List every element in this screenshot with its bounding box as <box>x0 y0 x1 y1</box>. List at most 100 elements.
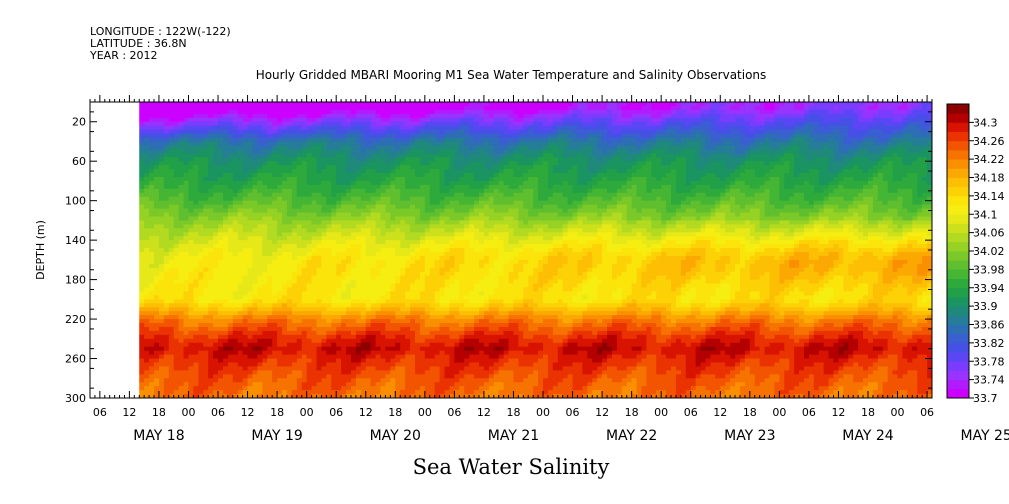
salinity-cell <box>267 394 273 398</box>
salinity-cell <box>218 153 224 158</box>
salinity-cell <box>139 109 145 115</box>
salinity-cell <box>439 196 446 202</box>
salinity-cell <box>311 283 318 289</box>
salinity-cell <box>395 149 401 154</box>
salinity-cell <box>296 267 303 273</box>
salinity-cell <box>296 220 303 225</box>
salinity-cell <box>242 287 249 293</box>
salinity-cell <box>306 173 313 178</box>
salinity-cell <box>326 346 332 352</box>
salinity-cell <box>385 208 391 214</box>
salinity-cell <box>272 366 278 371</box>
salinity-cell <box>158 165 165 170</box>
salinity-cell <box>459 354 465 360</box>
salinity-cell <box>193 311 199 316</box>
salinity-cell <box>237 145 244 150</box>
salinity-cell <box>400 248 406 253</box>
salinity-cell <box>405 153 411 158</box>
salinity-cell <box>424 117 431 123</box>
salinity-cell <box>154 374 160 379</box>
salinity-cell <box>301 129 308 135</box>
salinity-cell <box>154 259 160 265</box>
salinity-cell <box>203 113 209 119</box>
salinity-cell <box>400 295 406 300</box>
salinity-cell <box>277 212 283 218</box>
salinity-cell <box>203 248 209 253</box>
salinity-cell <box>252 295 259 300</box>
salinity-cell <box>252 196 259 202</box>
salinity-cell <box>464 121 470 127</box>
salinity-cell <box>154 346 160 352</box>
salinity-cell <box>213 129 219 135</box>
salinity-cell <box>434 303 441 308</box>
salinity-cell <box>321 161 327 166</box>
salinity-cell <box>247 350 254 356</box>
salinity-cell <box>459 255 465 261</box>
salinity-cell <box>222 176 229 182</box>
salinity-cell <box>405 346 411 352</box>
salinity-cell <box>286 307 293 312</box>
salinity-cell <box>326 169 332 174</box>
salinity-cell <box>360 334 367 340</box>
salinity-cell <box>158 271 165 277</box>
salinity-cell <box>227 279 234 285</box>
salinity-cell <box>365 212 372 218</box>
salinity-cell <box>380 275 387 281</box>
salinity-cell <box>326 283 332 289</box>
salinity-cell <box>227 323 234 328</box>
salinity-cell <box>405 212 411 218</box>
salinity-cell <box>198 244 204 249</box>
salinity-cell <box>385 374 391 379</box>
salinity-cell <box>163 263 170 269</box>
salinity-cell <box>449 307 455 312</box>
salinity-cell <box>375 240 382 245</box>
salinity-cell <box>178 271 185 277</box>
salinity-cell <box>203 370 209 375</box>
salinity-cell <box>380 267 387 273</box>
salinity-cell <box>291 200 298 206</box>
salinity-cell <box>321 319 327 324</box>
salinity-cell <box>410 370 416 375</box>
salinity-cell <box>365 121 372 127</box>
salinity-cell <box>400 267 406 273</box>
salinity-cell <box>222 358 229 364</box>
salinity-cell <box>454 216 460 221</box>
salinity-cell <box>464 161 470 166</box>
salinity-cell <box>144 334 150 340</box>
salinity-cell <box>395 153 401 158</box>
salinity-cell <box>429 248 436 253</box>
salinity-cell <box>257 287 263 293</box>
salinity-cell <box>277 161 283 166</box>
salinity-cell <box>306 299 313 304</box>
salinity-cell <box>444 157 451 162</box>
salinity-cell <box>464 129 470 135</box>
salinity-cell <box>242 366 249 371</box>
salinity-cell <box>321 125 327 131</box>
salinity-cell <box>267 153 273 158</box>
salinity-cell <box>380 105 387 111</box>
salinity-cell <box>306 145 313 150</box>
salinity-cell <box>282 113 288 119</box>
salinity-cell <box>272 299 278 304</box>
salinity-cell <box>370 200 377 206</box>
salinity-cell <box>454 236 460 241</box>
salinity-cell <box>291 374 298 379</box>
salinity-cell <box>154 315 160 320</box>
salinity-cell <box>193 370 199 375</box>
salinity-cell <box>227 232 234 237</box>
salinity-cell <box>188 200 194 206</box>
salinity-cell <box>149 192 155 198</box>
salinity-cell <box>232 267 239 273</box>
salinity-cell <box>198 267 204 273</box>
salinity-cell <box>237 149 244 154</box>
salinity-cell <box>296 236 303 241</box>
salinity-cell <box>419 295 426 300</box>
salinity-cell <box>459 307 465 312</box>
salinity-cell <box>395 216 401 221</box>
salinity-cell <box>429 326 436 332</box>
salinity-cell <box>439 173 446 178</box>
salinity-cell <box>144 125 150 131</box>
salinity-cell <box>321 287 327 293</box>
salinity-cell <box>222 346 229 352</box>
salinity-cell <box>331 382 337 387</box>
